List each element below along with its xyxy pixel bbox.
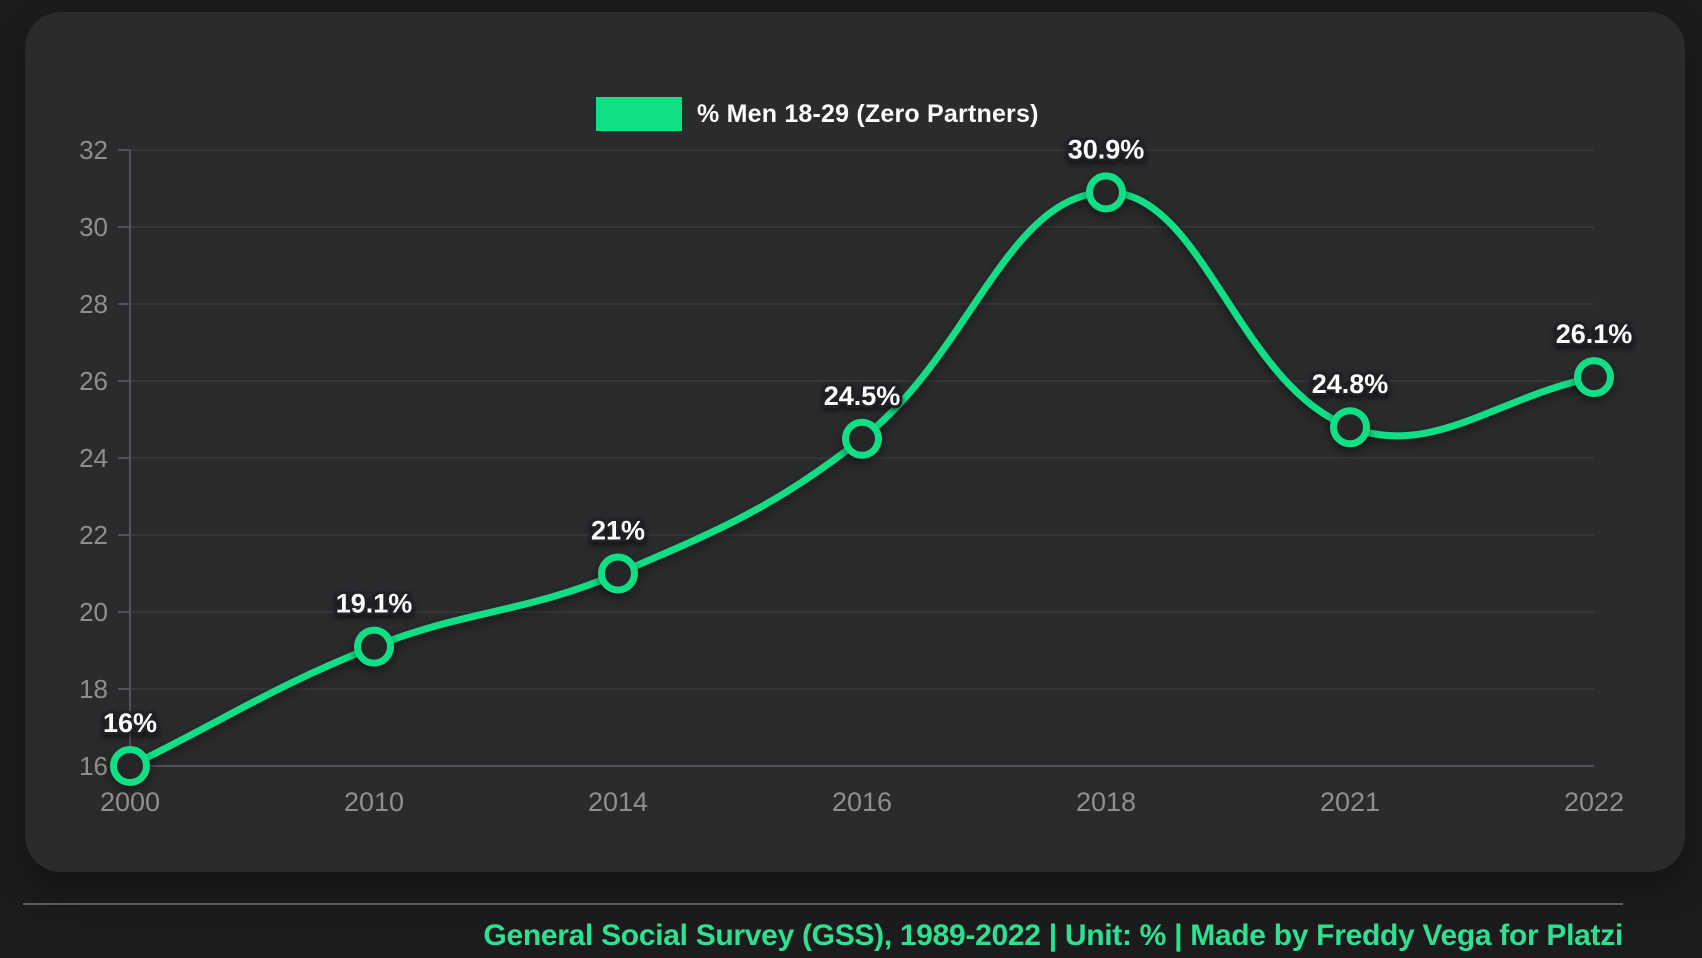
data-point-label: 19.1%: [336, 589, 413, 619]
x-tick-label: 2018: [1076, 787, 1136, 817]
data-point[interactable]: [1574, 357, 1614, 398]
data-point-label: 24.8%: [1312, 369, 1389, 399]
legend-label: % Men 18-29 (Zero Partners): [697, 99, 1039, 128]
y-tick-label: 24: [79, 443, 108, 473]
footer-divider: [23, 903, 1623, 905]
y-tick-label: 32: [79, 135, 108, 165]
data-line: [126, 188, 1598, 770]
legend-swatch: [596, 97, 682, 131]
x-tick-label: 2014: [588, 787, 648, 817]
data-point[interactable]: [1086, 172, 1126, 213]
y-tick-label: 26: [79, 366, 108, 396]
y-tick-label: 28: [79, 289, 108, 319]
footer-credit: General Social Survey (GSS), 1989-2022 |…: [483, 919, 1623, 952]
x-tick-label: 2016: [832, 787, 892, 817]
y-tick-label: 22: [79, 520, 108, 550]
data-point[interactable]: [110, 746, 150, 786]
y-tick-label: 16: [79, 751, 108, 781]
data-point-label: 30.9%: [1068, 134, 1145, 164]
data-point[interactable]: [354, 626, 394, 667]
x-tick-label: 2022: [1564, 787, 1624, 817]
x-tick-label: 2000: [100, 787, 160, 817]
data-point-label: 21%: [591, 516, 645, 546]
y-tick-label: 30: [79, 212, 108, 242]
data-point[interactable]: [1330, 407, 1370, 448]
data-point[interactable]: [598, 553, 638, 594]
data-point-label: 16%: [103, 708, 157, 738]
data-point-label: 26.1%: [1556, 319, 1633, 349]
data-point[interactable]: [842, 418, 882, 459]
x-tick-label: 2010: [344, 787, 404, 817]
chart-legend[interactable]: % Men 18-29 (Zero Partners): [596, 97, 1039, 131]
y-tick-label: 20: [79, 597, 108, 627]
x-tick-label: 2021: [1320, 787, 1380, 817]
y-tick-label: 18: [79, 674, 108, 704]
data-point-label: 24.5%: [824, 381, 901, 411]
